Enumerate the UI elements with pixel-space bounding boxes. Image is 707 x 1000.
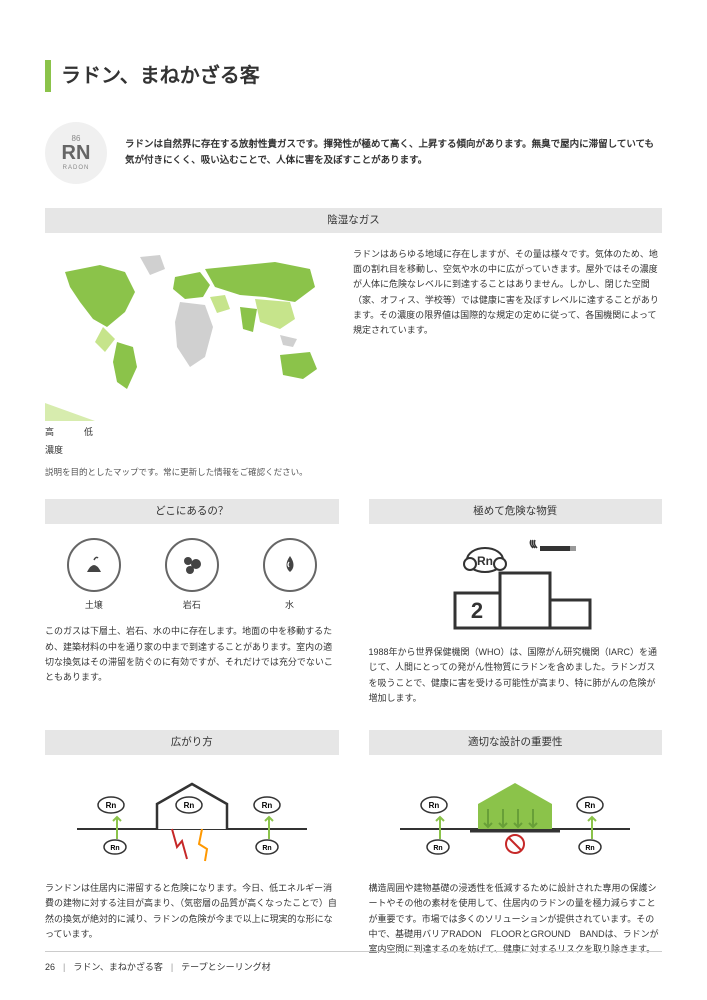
intro-text: ラドンは自然界に存在する放射性貴ガスです。揮発性が極めて高く、上昇する傾向があり…	[125, 137, 662, 169]
rock-icon	[177, 550, 207, 580]
section-heading-insidious: 陰湿なガス	[45, 208, 662, 233]
legend-title: 濃度	[45, 443, 335, 457]
page-title: ラドン、まねかざる客	[45, 60, 662, 92]
element-badge: 86 RN RADON	[45, 122, 107, 184]
element-name: RADON	[63, 165, 90, 171]
soil-icon	[79, 550, 109, 580]
svg-text:Rn: Rn	[586, 845, 595, 852]
legend-high: 高	[45, 425, 54, 439]
footer-title: ラドン、まねかざる客	[73, 960, 162, 974]
map-section: 高 低 濃度 ラドンはあらゆる地域に存在しますが、その量は様々です。気体のため、…	[45, 247, 662, 458]
podium-diagram: Rn 2	[415, 538, 615, 633]
world-map	[45, 247, 335, 397]
svg-text:Rn: Rn	[110, 845, 119, 852]
footer-category: テープとシーリング材	[181, 960, 270, 974]
icon-soil: 土壌	[67, 538, 121, 612]
icon-water: 水	[263, 538, 317, 612]
footer-sep: |	[171, 960, 173, 974]
footer-sep: |	[63, 960, 65, 974]
spread-diagram: Rn Rn Rn Rn Rn	[77, 769, 307, 869]
insidious-text: ラドンはあらゆる地域に存在しますが、その量は様々です。気体のため、地面の割れ目を…	[353, 247, 662, 458]
element-symbol: RN	[62, 143, 91, 163]
legend-gradient-icon	[45, 403, 95, 421]
section-heading-spread: 広がり方	[45, 730, 339, 755]
page-footer: 26 | ラドン、まねかざる客 | テープとシーリング材	[45, 951, 662, 974]
legend-low: 低	[84, 425, 93, 439]
col-spread: 広がり方 Rn Rn Rn Rn Rn ランドン	[45, 730, 339, 957]
svg-text:Rn: Rn	[585, 801, 596, 810]
design-diagram: Rn Rn Rn Rn	[400, 769, 630, 869]
section-heading-where: どこにあるの？	[45, 499, 339, 524]
legend-labels: 高 低	[45, 425, 335, 439]
water-icon	[275, 550, 305, 580]
section-heading-design: 適切な設計の重要性	[369, 730, 663, 755]
col-danger: 極めて危険な物質 Rn 2 1988年から世	[369, 499, 663, 706]
soil-label: 土壌	[85, 598, 103, 612]
svg-text:2: 2	[471, 598, 483, 623]
svg-text:Rn: Rn	[477, 554, 493, 568]
section-heading-danger: 極めて危険な物質	[369, 499, 663, 524]
rock-label: 岩石	[183, 598, 201, 612]
svg-text:Rn: Rn	[261, 801, 272, 810]
spread-text: ランドンは住居内に滞留すると危険になります。今日、低エネルギー消費の建物に対する…	[45, 881, 339, 942]
svg-text:Rn: Rn	[262, 845, 271, 852]
where-icons: 土壌 岩石 水	[45, 538, 339, 612]
intro-row: 86 RN RADON ラドンは自然界に存在する放射性貴ガスです。揮発性が極めて…	[45, 122, 662, 184]
svg-text:Rn: Rn	[183, 801, 194, 810]
svg-text:Rn: Rn	[429, 801, 440, 810]
col-where: どこにあるの？ 土壌 岩石 水 このガスは下層土、岩石、水の中に存在します。地面…	[45, 499, 339, 706]
map-footnote: 説明を目的としたマップです。常に更新した情報をご確認ください。	[45, 466, 662, 480]
footer-page: 26	[45, 960, 55, 974]
col-design: 適切な設計の重要性 Rn	[369, 730, 663, 957]
where-text: このガスは下層土、岩石、水の中に存在します。地面の中を移動するため、建築材料の中…	[45, 624, 339, 685]
design-text: 構造周囲や建物基礎の浸透性を低減するために設計された専用の保護シートやその他の素…	[369, 881, 663, 957]
svg-text:Rn: Rn	[105, 801, 116, 810]
icon-rock: 岩石	[165, 538, 219, 612]
danger-text: 1988年から世界保健機関（WHO）は、国際がん研究機関（IARC）を通じて、人…	[369, 645, 663, 706]
water-label: 水	[285, 598, 294, 612]
svg-text:Rn: Rn	[434, 845, 443, 852]
